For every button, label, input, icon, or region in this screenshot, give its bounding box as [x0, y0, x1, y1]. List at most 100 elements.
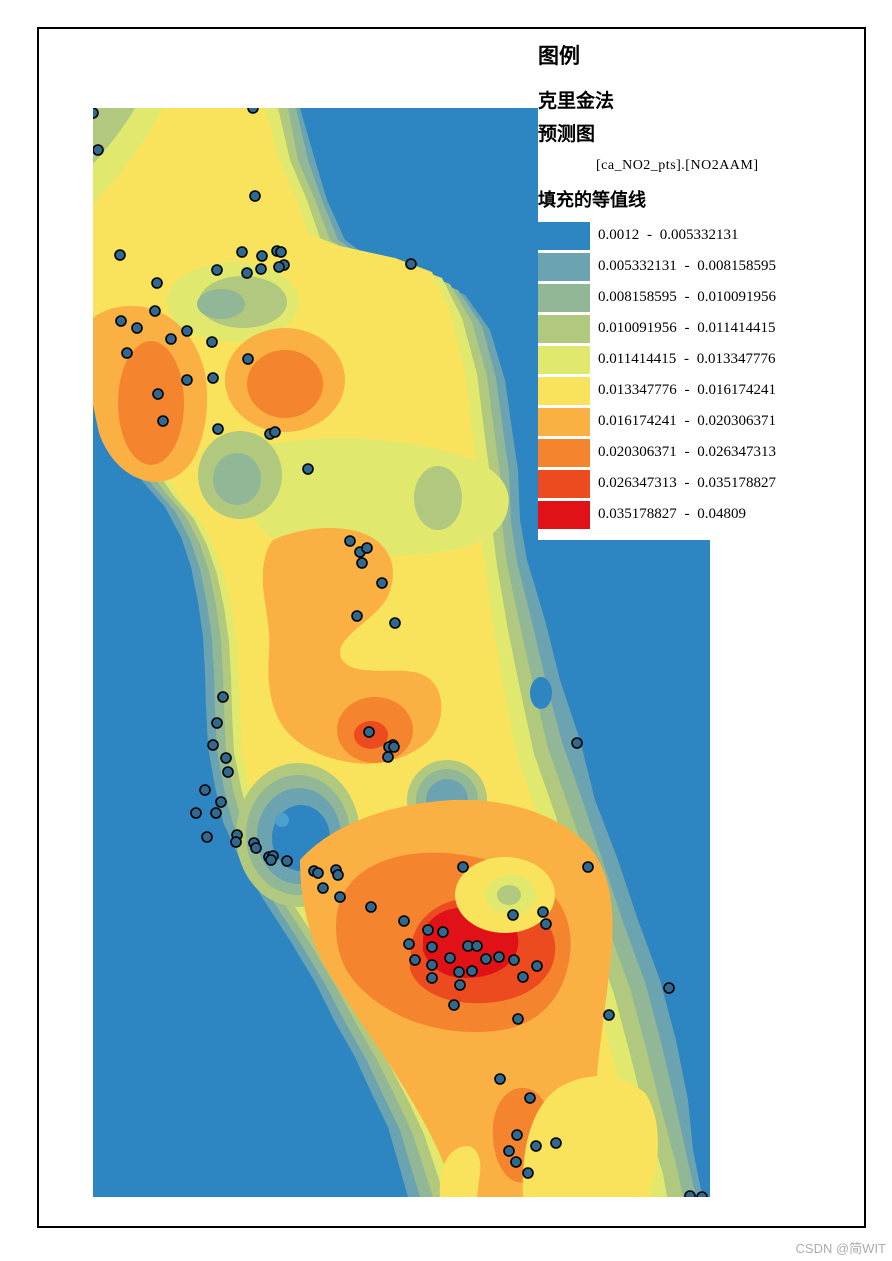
sample-point — [571, 737, 583, 749]
sample-points — [93, 108, 708, 1197]
south-yellow-pocket-core — [497, 885, 521, 905]
legend-class-row: 0.035178827 - 0.04809 — [538, 499, 864, 530]
legend-swatch — [538, 252, 590, 281]
sample-point — [398, 915, 410, 927]
legend-class-label: 0.016174241 - 0.020306371 — [598, 413, 776, 429]
sample-point — [550, 1137, 562, 1149]
hotspot-nw-right-core — [247, 350, 323, 418]
legend-class-row: 0.011414415 - 0.013347776 — [538, 344, 864, 375]
legend-class-label: 0.026347313 - 0.035178827 — [598, 475, 776, 491]
sample-point — [522, 1167, 534, 1179]
sample-point — [582, 861, 594, 873]
sample-point — [448, 999, 460, 1011]
sample-point — [211, 264, 223, 276]
legend-swatch — [538, 221, 590, 250]
sample-point — [273, 261, 285, 273]
sample-point — [510, 1156, 522, 1168]
sample-point — [696, 1191, 708, 1197]
sample-point — [363, 726, 375, 738]
legend-class-row: 0.005332131 - 0.008158595 — [538, 251, 864, 282]
sample-point — [684, 1190, 696, 1197]
legend-class-label: 0.010091956 - 0.011414415 — [598, 320, 776, 336]
sample-point — [356, 557, 368, 569]
sample-point — [151, 277, 163, 289]
legend-class-row: 0.026347313 - 0.035178827 — [538, 468, 864, 499]
sample-point — [517, 971, 529, 983]
sample-point — [376, 577, 388, 589]
legend-panel: 图例 克里金法 预测图 [ca_NO2_pts].[NO2AAM] 填充的等值线… — [538, 40, 864, 540]
sample-point — [312, 867, 324, 879]
legend-swatch — [538, 438, 590, 467]
sample-point — [165, 333, 177, 345]
legend-swatch — [538, 500, 590, 529]
sample-point — [269, 426, 281, 438]
sample-point — [121, 347, 133, 359]
legend-title: 图例 — [538, 44, 580, 68]
sample-point — [426, 972, 438, 984]
sample-point — [361, 542, 373, 554]
legend-class-row: 0.008158595 - 0.010091956 — [538, 282, 864, 313]
sample-point — [466, 965, 478, 977]
legend-swatch — [538, 407, 590, 436]
sample-point — [403, 938, 415, 950]
sample-point — [236, 246, 248, 258]
legend-class-row: 0.0012 - 0.005332131 — [538, 220, 864, 251]
sample-point — [157, 415, 169, 427]
sample-point — [302, 463, 314, 475]
sample-point — [212, 423, 224, 435]
sample-point — [115, 315, 127, 327]
sample-point — [508, 954, 520, 966]
sample-point — [437, 926, 449, 938]
legend-class-label: 0.011414415 - 0.013347776 — [598, 351, 776, 367]
watermark: CSDN @简WIT — [795, 1241, 886, 1256]
legend-field-label: [ca_NO2_pts].[NO2AAM] — [596, 158, 759, 173]
sample-point — [471, 940, 483, 952]
legend-swatch — [538, 314, 590, 343]
sample-point — [344, 535, 356, 547]
sample-point — [249, 190, 261, 202]
legend-swatch — [538, 376, 590, 405]
legend-swatch — [538, 469, 590, 498]
sample-point — [181, 325, 193, 337]
sample-point — [149, 305, 161, 317]
sample-point — [217, 691, 229, 703]
bottom-yellow-lobe — [522, 1076, 658, 1197]
sample-point — [405, 258, 417, 270]
kriging-prediction-surface — [93, 108, 710, 1197]
sample-point — [426, 959, 438, 971]
sample-point — [207, 739, 219, 751]
sample-point — [382, 751, 394, 763]
sample-point — [503, 1145, 515, 1157]
east-band-notch — [530, 677, 552, 709]
legend-class-row: 0.020306371 - 0.026347313 — [538, 437, 864, 468]
bottom-yellow-lobe — [439, 1145, 481, 1197]
sample-point — [230, 836, 242, 848]
sample-point — [512, 1013, 524, 1025]
sample-point — [493, 951, 505, 963]
sample-point — [181, 374, 193, 386]
legend-class-label: 0.013347776 - 0.016174241 — [598, 382, 776, 398]
legend-class-label: 0.035178827 - 0.04809 — [598, 506, 746, 522]
sample-point — [256, 250, 268, 262]
sage-patch — [213, 453, 261, 505]
sample-point — [389, 617, 401, 629]
legend-class-row: 0.010091956 - 0.011414415 — [538, 313, 864, 344]
sample-point — [93, 144, 104, 156]
legend-class-row: 0.016174241 - 0.020306371 — [538, 406, 864, 437]
sample-point — [603, 1009, 615, 1021]
sample-point — [247, 108, 259, 114]
sample-point — [317, 882, 329, 894]
sample-point — [190, 807, 202, 819]
sample-point — [210, 807, 222, 819]
sample-point — [152, 388, 164, 400]
sample-point — [454, 979, 466, 991]
legend-section-label: 填充的等值线 — [538, 190, 646, 210]
sample-point — [524, 1092, 536, 1104]
sample-point — [663, 982, 675, 994]
sample-point — [199, 784, 211, 796]
sample-point — [220, 752, 232, 764]
sample-point — [131, 322, 143, 334]
sample-point — [215, 796, 227, 808]
sample-point — [250, 842, 262, 854]
hotspot-nw-left-core — [118, 341, 184, 465]
